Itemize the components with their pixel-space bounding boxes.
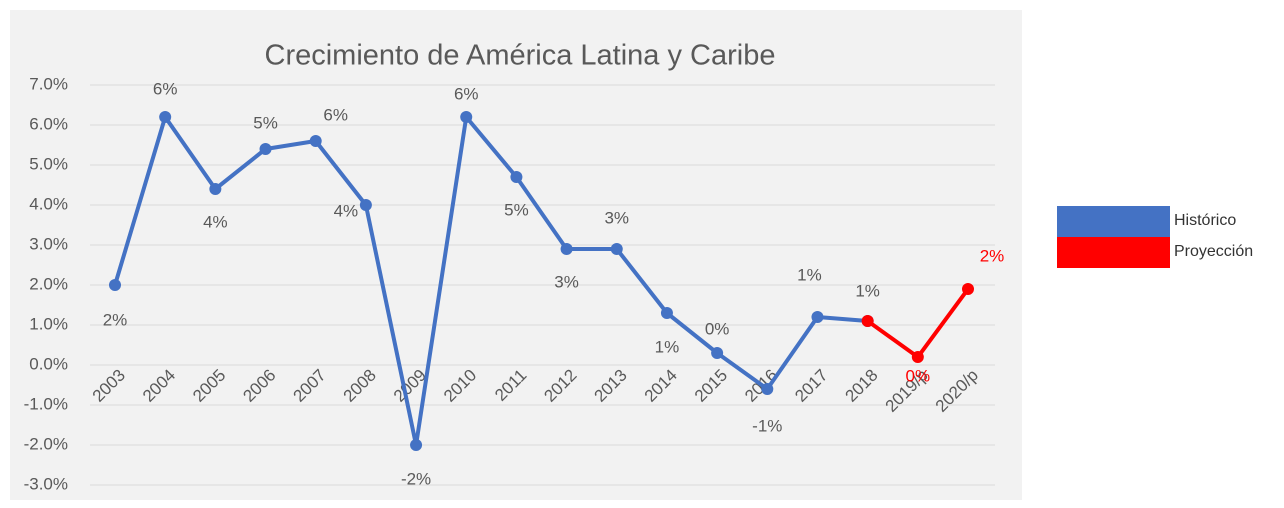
data-label: 1% — [855, 281, 880, 300]
data-label: 0% — [906, 366, 931, 385]
series-line — [113, 115, 868, 447]
data-point — [209, 183, 222, 195]
data-point — [109, 279, 121, 291]
y-tick-label: 7.0% — [29, 74, 68, 93]
data-point — [460, 111, 473, 123]
chart-title: Crecimiento de América Latina y Caribe — [265, 40, 776, 72]
y-tick-label: 2.0% — [29, 274, 68, 293]
data-point — [359, 199, 372, 211]
data-label: 6% — [323, 105, 348, 124]
data-label: -2% — [401, 469, 431, 488]
data-label: 0% — [705, 319, 730, 338]
data-label: 3% — [604, 208, 629, 227]
data-point — [761, 383, 774, 395]
data-label: 5% — [253, 113, 278, 132]
y-tick-label: 3.0% — [29, 234, 68, 253]
data-point — [410, 439, 423, 451]
legend-label: Proyección — [1174, 243, 1253, 260]
y-tick-label: 4.0% — [29, 194, 68, 213]
data-label: 3% — [554, 272, 579, 291]
data-label: 4% — [203, 212, 228, 231]
data-point — [259, 143, 272, 155]
y-tick-label: 0.0% — [29, 354, 68, 373]
y-tick-label: -2.0% — [24, 434, 68, 453]
y-tick-label: 6.0% — [29, 114, 68, 133]
data-point — [159, 111, 172, 123]
data-label: 5% — [504, 200, 529, 219]
data-label: -1% — [752, 416, 782, 435]
data-point — [560, 243, 573, 255]
data-point — [861, 315, 874, 327]
legend-label: Histórico — [1174, 212, 1236, 229]
legend-swatch — [1057, 237, 1170, 268]
data-point — [510, 171, 523, 183]
data-label: 1% — [797, 265, 822, 284]
plot-background — [10, 10, 1022, 500]
data-label: 1% — [655, 337, 680, 356]
legend-swatch — [1057, 206, 1170, 237]
data-point — [962, 283, 974, 295]
data-point — [711, 347, 724, 359]
y-tick-label: 5.0% — [29, 154, 68, 173]
data-label: 2% — [980, 246, 1005, 265]
data-label: 2% — [103, 310, 128, 329]
data-point — [811, 311, 824, 323]
y-tick-label: 1.0% — [29, 314, 68, 333]
data-point — [660, 307, 673, 319]
data-point — [309, 135, 322, 147]
y-tick-label: -3.0% — [24, 474, 68, 493]
data-point — [911, 351, 924, 363]
data-point — [610, 243, 623, 255]
data-label: 6% — [454, 84, 479, 103]
data-label: 6% — [153, 79, 178, 98]
data-label: 4% — [334, 201, 359, 220]
y-tick-label: -1.0% — [24, 394, 68, 413]
